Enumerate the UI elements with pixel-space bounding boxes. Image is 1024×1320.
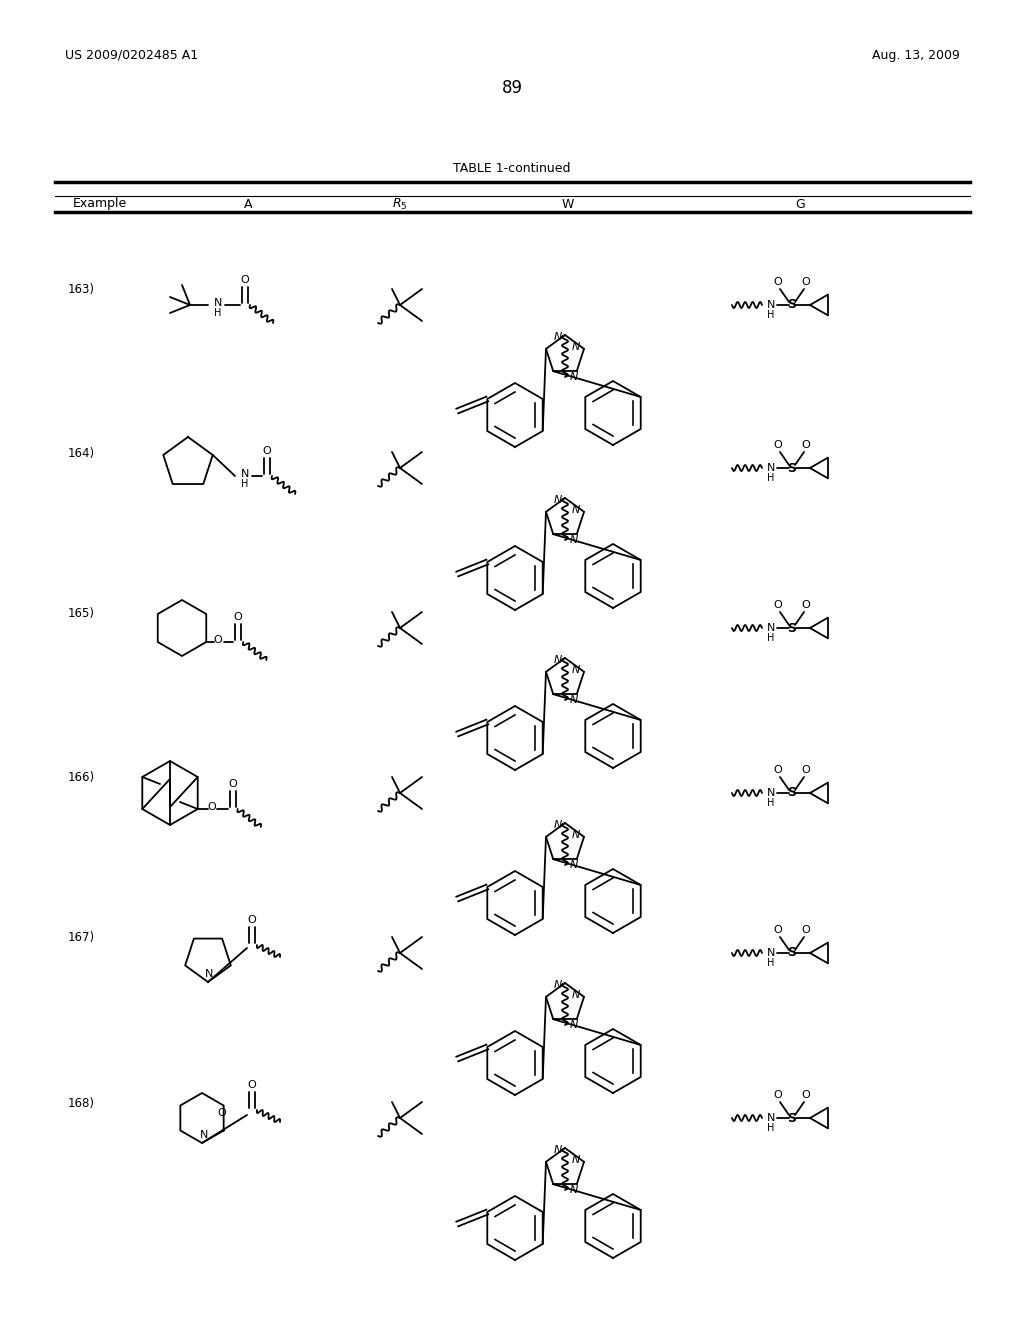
- Text: N: N: [571, 342, 581, 352]
- Text: 166): 166): [68, 771, 95, 784]
- Text: O: O: [262, 446, 271, 455]
- Text: N: N: [554, 333, 562, 342]
- Text: $R_5$: $R_5$: [392, 197, 408, 211]
- Text: O: O: [802, 277, 810, 286]
- Text: US 2009/0202485 A1: US 2009/0202485 A1: [65, 49, 198, 62]
- Text: N: N: [200, 1130, 208, 1140]
- Text: N: N: [571, 665, 581, 675]
- Text: N: N: [205, 969, 213, 979]
- Text: S: S: [787, 298, 797, 312]
- Text: N: N: [569, 372, 578, 383]
- Text: N: N: [571, 990, 581, 999]
- Text: O: O: [802, 1090, 810, 1100]
- Text: O: O: [248, 1080, 256, 1090]
- Text: H: H: [767, 1123, 775, 1133]
- Text: 163): 163): [68, 284, 95, 297]
- Text: O: O: [802, 925, 810, 935]
- Text: 89: 89: [502, 79, 522, 96]
- Text: O: O: [248, 915, 256, 925]
- Text: 165): 165): [68, 606, 95, 619]
- Text: H: H: [767, 473, 775, 483]
- Text: O: O: [802, 766, 810, 775]
- Text: O: O: [773, 440, 782, 450]
- Text: N: N: [569, 1185, 578, 1195]
- Text: N: N: [214, 298, 222, 308]
- Text: O: O: [773, 766, 782, 775]
- Text: N: N: [241, 469, 249, 479]
- Text: N: N: [569, 535, 578, 545]
- Text: N: N: [767, 623, 775, 634]
- Text: O: O: [207, 803, 216, 812]
- Text: H: H: [767, 958, 775, 968]
- Text: G: G: [795, 198, 805, 210]
- Text: O: O: [773, 1090, 782, 1100]
- Text: N: N: [554, 495, 562, 506]
- Text: O: O: [214, 635, 222, 645]
- Text: S: S: [787, 946, 797, 960]
- Text: W: W: [562, 198, 574, 210]
- Text: S: S: [787, 1111, 797, 1125]
- Text: S: S: [787, 787, 797, 800]
- Text: 168): 168): [68, 1097, 95, 1110]
- Text: N: N: [571, 1155, 581, 1164]
- Text: O: O: [802, 440, 810, 450]
- Text: 167): 167): [68, 932, 95, 945]
- Text: N: N: [554, 1144, 562, 1155]
- Text: N: N: [767, 463, 775, 473]
- Text: S: S: [787, 622, 797, 635]
- Text: Example: Example: [73, 198, 127, 210]
- Text: S: S: [787, 462, 797, 474]
- Text: O: O: [773, 925, 782, 935]
- Text: O: O: [217, 1109, 226, 1118]
- Text: H: H: [767, 634, 775, 643]
- Text: O: O: [773, 277, 782, 286]
- Text: H: H: [214, 308, 221, 318]
- Text: O: O: [228, 779, 238, 789]
- Text: N: N: [571, 504, 581, 515]
- Text: H: H: [242, 479, 249, 488]
- Text: Aug. 13, 2009: Aug. 13, 2009: [872, 49, 961, 62]
- Text: O: O: [233, 612, 243, 622]
- Text: O: O: [773, 601, 782, 610]
- Text: N: N: [569, 861, 578, 870]
- Text: N: N: [554, 820, 562, 830]
- Text: N: N: [767, 300, 775, 310]
- Text: N: N: [767, 1113, 775, 1123]
- Text: N: N: [554, 655, 562, 665]
- Text: H: H: [767, 310, 775, 319]
- Text: O: O: [802, 601, 810, 610]
- Text: TABLE 1-continued: TABLE 1-continued: [454, 161, 570, 174]
- Text: N: N: [569, 696, 578, 705]
- Text: N: N: [767, 788, 775, 799]
- Text: 164): 164): [68, 446, 95, 459]
- Text: O: O: [241, 275, 250, 285]
- Text: N: N: [554, 979, 562, 990]
- Text: A: A: [244, 198, 252, 210]
- Text: N: N: [571, 830, 581, 840]
- Text: N: N: [569, 1020, 578, 1030]
- Text: H: H: [767, 799, 775, 808]
- Text: N: N: [767, 948, 775, 958]
